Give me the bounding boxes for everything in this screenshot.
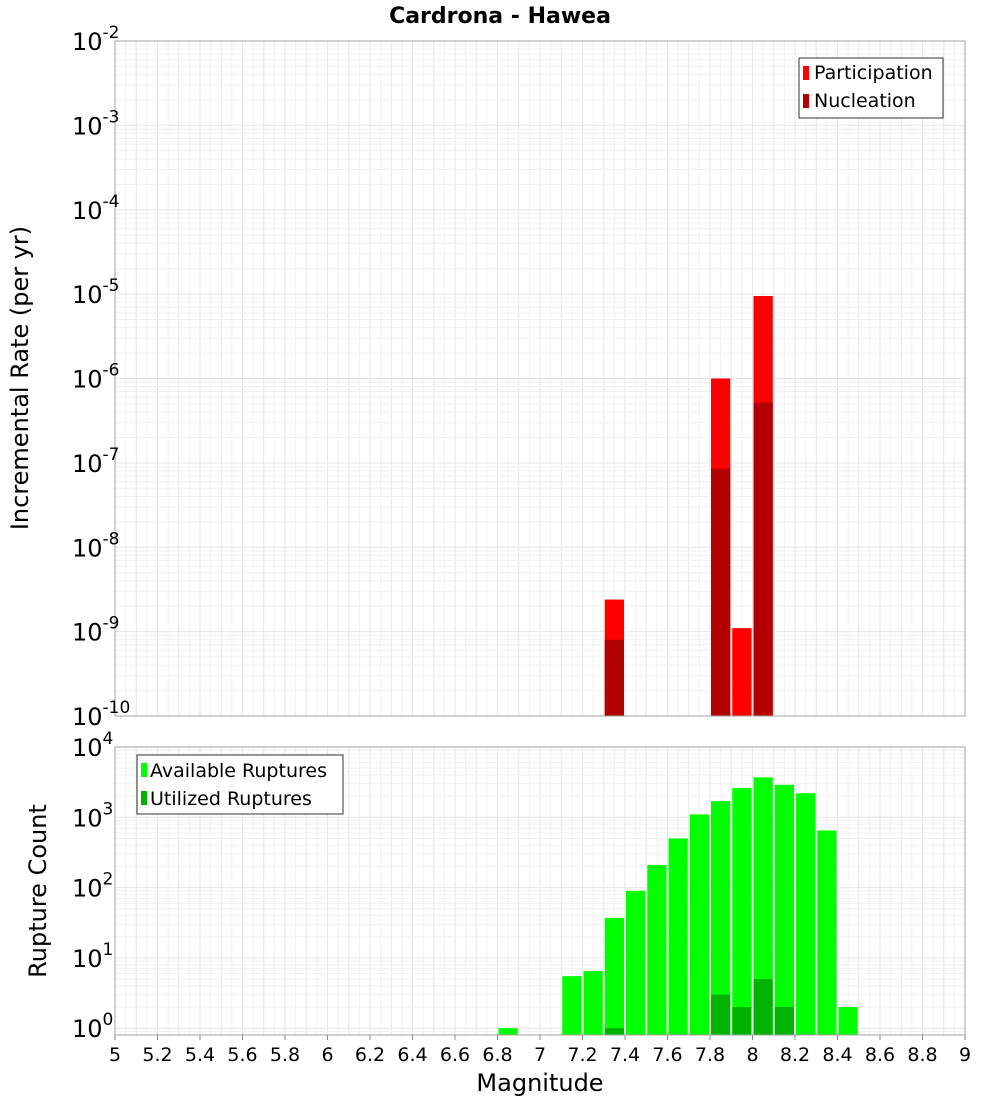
x-tick-label: 7.8: [695, 1044, 725, 1066]
y-tick-label: 10-5: [72, 276, 120, 309]
top-plot-frame: [114, 40, 966, 717]
x-tick-label: 7.6: [652, 1044, 682, 1066]
x-tick-label: 8.8: [907, 1044, 937, 1066]
y-tick-label: 104: [72, 729, 113, 762]
top-grid: [114, 41, 966, 717]
legend-swatch-utilized: [141, 791, 147, 805]
x-tick-label: 6.8: [482, 1044, 512, 1066]
bar-participation: [732, 628, 752, 716]
bar-available-ruptures: [753, 777, 773, 1035]
x-tick-label: 6: [321, 1044, 333, 1066]
bar-nucleation: [711, 468, 731, 716]
y-tick-label: 10-3: [72, 107, 120, 140]
bar-available-ruptures: [668, 838, 688, 1035]
x-tick-label: 8.6: [865, 1044, 895, 1066]
x-tick-label: 7: [534, 1044, 546, 1066]
bar-available-ruptures: [647, 864, 667, 1035]
bar-available-ruptures: [838, 1007, 858, 1035]
x-tick-label: 7.4: [610, 1044, 640, 1066]
bar-available-ruptures: [732, 788, 752, 1035]
y-tick-label: 10-7: [72, 445, 120, 478]
chart-title: Cardrona - Hawea: [389, 4, 611, 29]
bottom-legend-box: [136, 754, 344, 815]
legend-swatch-participation: [803, 66, 809, 80]
y-tick-label: 10-4: [72, 192, 120, 225]
x-tick-label: 8.4: [822, 1044, 852, 1066]
x-tick-label: 5: [109, 1044, 121, 1066]
bar-available-ruptures: [796, 793, 816, 1035]
y-tick-label: 10-8: [72, 529, 120, 562]
bottom-x-ticks: 5 5.2 5.4 5.6 5.8 6 6.2 6.4 6.6 6.8 7 7.2 7.4 7.6 7.8 8…: [109, 1035, 971, 1066]
x-tick-label: 5.6: [227, 1044, 257, 1066]
x-tick-label: 6.2: [355, 1044, 385, 1066]
bar-utilized-ruptures: [774, 1007, 794, 1035]
x-tick-label: 8.2: [780, 1044, 810, 1066]
bar-utilized-ruptures: [604, 1028, 624, 1035]
bar-nucleation: [753, 402, 773, 716]
legend-swatch-nucleation: [803, 94, 809, 108]
top-legend-box: [798, 57, 944, 119]
legend-swatch-available: [141, 763, 147, 777]
top-panel: 10-10 10-9 10-8 10-7 10-6 10-5 10-4 10-3 10-2 In…: [6, 23, 966, 731]
x-tick-label: 9: [959, 1044, 971, 1066]
x-tick-label: 8: [746, 1044, 758, 1066]
x-tick-label: 5.8: [270, 1044, 300, 1066]
x-tick-label: 5.2: [142, 1044, 172, 1066]
top-bars: [604, 296, 773, 716]
y-tick-label: 102: [72, 870, 113, 903]
bar-available-ruptures: [689, 814, 709, 1035]
bar-available-ruptures: [711, 801, 731, 1035]
bar-nucleation: [604, 639, 624, 716]
bar-utilized-ruptures: [732, 1007, 752, 1035]
bottom-legend: Available Ruptures Utilized Ruptures: [136, 754, 344, 815]
bar-available-ruptures: [626, 890, 646, 1035]
x-tick-label: 7.2: [567, 1044, 597, 1066]
top-y-axis-label: Incremental Rate (per yr): [6, 226, 34, 530]
bottom-y-ticks: 100 101 102 103 104: [72, 729, 113, 1043]
bottom-y-axis-label: Rupture Count: [24, 804, 52, 978]
bottom-panel: 100 101 102 103 104 5 5.2 5.4 5.6 5.8 6 6.2 6.4 6.6 6…: [24, 729, 971, 1097]
top-legend: Participation Nucleation: [798, 57, 944, 119]
x-tick-label: 6.4: [397, 1044, 427, 1066]
bar-available-ruptures: [774, 784, 794, 1035]
x-tick-label: 6.6: [440, 1044, 470, 1066]
x-tick-label: 5.4: [185, 1044, 215, 1066]
y-tick-label: 101: [72, 940, 113, 973]
bar-available-ruptures: [583, 971, 603, 1035]
y-tick-label: 10-6: [72, 361, 120, 394]
legend-label-available: Available Ruptures: [150, 760, 327, 782]
bar-available-ruptures: [604, 917, 624, 1035]
y-tick-label: 10-9: [72, 614, 120, 647]
bar-available-ruptures: [562, 976, 582, 1035]
y-tick-label: 103: [72, 799, 113, 832]
y-tick-label: 10-2: [72, 23, 120, 56]
bar-available-ruptures: [498, 1028, 518, 1035]
legend-label-nucleation: Nucleation: [814, 90, 916, 112]
y-tick-label: 100: [72, 1010, 113, 1043]
top-y-ticks: 10-10 10-9 10-8 10-7 10-6 10-5 10-4 10-3 10-2: [72, 23, 130, 731]
y-tick-label: 10-10: [72, 698, 130, 731]
legend-label-utilized: Utilized Ruptures: [150, 788, 312, 810]
bar-utilized-ruptures: [753, 979, 773, 1035]
legend-label-participation: Participation: [814, 62, 933, 84]
bar-utilized-ruptures: [711, 994, 731, 1035]
bar-available-ruptures: [817, 830, 837, 1035]
x-axis-label: Magnitude: [476, 1069, 603, 1097]
bottom-bars: [498, 777, 858, 1035]
